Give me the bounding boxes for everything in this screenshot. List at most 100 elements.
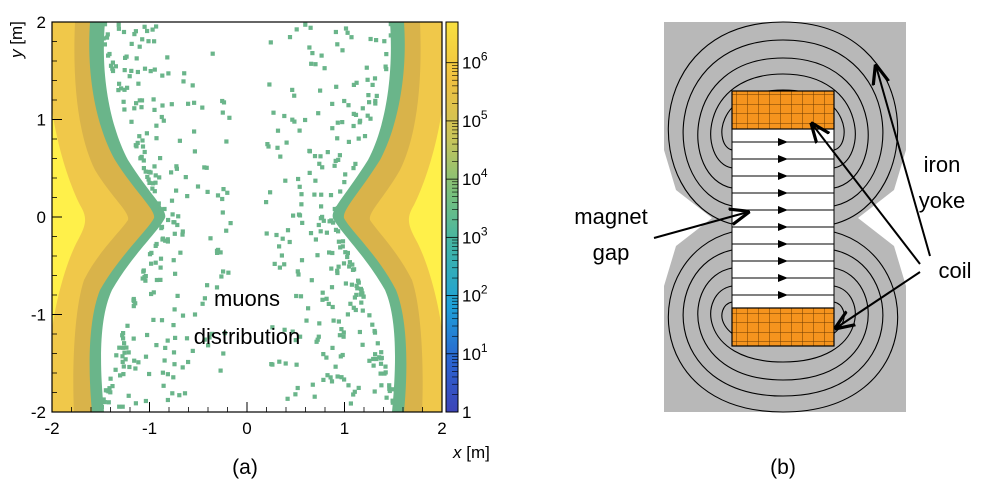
left-band-core <box>52 22 129 412</box>
muon-hit <box>190 83 195 88</box>
muon-hit <box>145 28 150 34</box>
muon-hit <box>133 29 138 34</box>
magnet-gap-arrow <box>653 212 748 239</box>
muon-hit <box>299 258 305 263</box>
muon-hit <box>294 362 299 367</box>
muon-hit <box>316 334 321 339</box>
muon-hit <box>372 76 378 81</box>
muon-hit <box>154 343 159 348</box>
muon-hit <box>126 350 131 355</box>
muon-hit <box>192 149 197 154</box>
muon-hit <box>219 274 224 279</box>
muon-hit <box>169 102 174 107</box>
iron-label: iron <box>924 152 961 177</box>
muon-hit <box>117 81 122 86</box>
muon-hit <box>308 25 313 30</box>
muon-hit <box>192 129 197 134</box>
muon-hit <box>303 117 308 123</box>
colorbar-label: 101 <box>462 341 488 364</box>
muon-hit <box>283 178 288 183</box>
muon-hit <box>309 61 314 66</box>
muon-hit <box>293 392 298 397</box>
muon-hit <box>349 282 354 287</box>
muon-hit <box>169 170 174 175</box>
muon-hit <box>220 110 225 115</box>
muon-hit <box>120 354 125 359</box>
muon-hit <box>374 93 379 98</box>
muon-hit <box>139 105 144 110</box>
muon-hit <box>160 370 165 375</box>
muon-hit <box>342 98 347 104</box>
muon-hit <box>149 250 154 255</box>
field-arrow <box>778 138 788 146</box>
coil-arrow-upper <box>812 124 921 265</box>
muon-hit <box>298 294 304 299</box>
muon-hit <box>351 123 356 129</box>
muon-hit <box>120 359 125 364</box>
y-tick-label: -1 <box>31 306 46 325</box>
muon-hit <box>372 328 377 334</box>
muon-hit <box>271 110 276 115</box>
upper-flux-lines <box>667 21 899 225</box>
muon-hit <box>180 365 185 370</box>
muon-hit <box>124 345 129 350</box>
muon-hit <box>314 339 319 344</box>
x-tick-label: -2 <box>44 419 59 438</box>
muon-hit <box>327 219 332 224</box>
muon-hit <box>185 194 190 199</box>
muon-hit <box>338 245 343 250</box>
muon-hit <box>347 260 352 265</box>
muon-hit <box>216 247 221 252</box>
muon-hit <box>279 253 284 258</box>
muon-hit <box>159 318 165 323</box>
muon-hit <box>165 237 170 242</box>
muon-hit <box>328 193 334 198</box>
muon-hit <box>287 239 292 245</box>
muon-hit <box>174 166 179 171</box>
magnet-label: magnet <box>574 204 647 229</box>
muon-hit <box>351 111 356 116</box>
muon-hit <box>346 383 351 388</box>
muon-hit <box>348 401 353 406</box>
colorbar-label: 105 <box>462 108 488 131</box>
muon-hit <box>132 32 137 37</box>
muon-hit <box>165 372 170 377</box>
muon-hit <box>172 307 177 312</box>
muon-hit <box>373 101 378 106</box>
muon-hit <box>329 266 334 271</box>
muon-hit <box>220 210 225 215</box>
muon-hit <box>132 358 137 363</box>
muon-hit <box>330 304 335 310</box>
muon-hit <box>175 222 180 228</box>
muon-hit <box>177 393 182 398</box>
muon-hit <box>350 267 356 272</box>
muon-hit <box>121 29 127 35</box>
muon-hit <box>367 358 372 363</box>
muon-hit <box>374 38 379 43</box>
muon-hit <box>140 144 146 149</box>
muon-hit <box>275 145 280 150</box>
muon-hit <box>391 22 396 27</box>
muon-hit <box>326 301 331 306</box>
muon-hit <box>101 36 106 41</box>
colorbar: 1 101 102 103 104 105 106 <box>445 21 488 422</box>
muon-hit <box>150 27 155 32</box>
muon-hit <box>353 161 358 166</box>
muon-hit <box>330 250 335 256</box>
muon-hit <box>176 214 181 219</box>
muon-hit <box>126 393 131 398</box>
muon-hit <box>318 216 323 221</box>
caption-b: (b) <box>770 456 796 479</box>
muon-hit <box>384 395 389 400</box>
muon-hit <box>141 166 146 171</box>
muon-hit <box>292 119 297 124</box>
muon-hit <box>318 88 323 93</box>
muon-hit <box>107 386 112 391</box>
muon-hit <box>335 136 340 141</box>
muon-hit <box>146 177 151 182</box>
muon-hit <box>172 362 177 367</box>
muon-hit <box>173 271 178 276</box>
muon-hit <box>321 377 326 382</box>
muon-hit <box>135 140 140 145</box>
muon-hit <box>122 87 127 92</box>
